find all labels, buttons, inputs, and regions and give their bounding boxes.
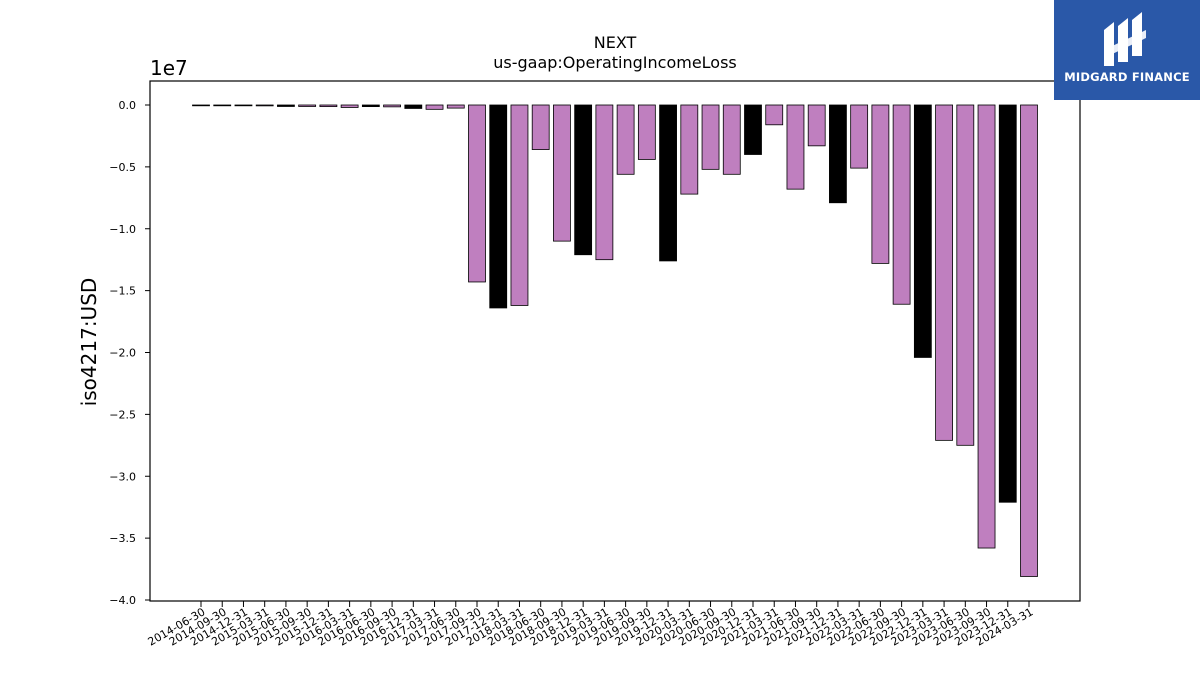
bar-2019-09-30 — [637, 104, 656, 160]
bar-2015-06-30 — [277, 104, 295, 107]
bar-2018-06-30 — [531, 104, 550, 150]
bar-2022-12-31 — [913, 104, 932, 358]
bar-2015-12-31 — [319, 104, 338, 108]
bar-2020-06-30 — [701, 104, 720, 170]
bar-2022-06-30 — [871, 104, 890, 264]
bar-2022-09-30 — [892, 104, 911, 305]
bar-2021-12-31 — [829, 104, 847, 204]
bar-2021-06-30 — [786, 104, 805, 190]
y-tick-label: −1.0 — [109, 223, 136, 236]
bars-group — [192, 104, 1038, 577]
bar-2016-12-31 — [404, 104, 423, 109]
bar-2019-12-31 — [659, 104, 677, 262]
y-tick-label: −3.5 — [109, 532, 136, 545]
midgard-finance-logo-icon — [1104, 12, 1146, 66]
bar-2023-12-31 — [998, 104, 1017, 503]
chart-title: NEXT — [594, 33, 637, 52]
bar-2019-03-31 — [595, 104, 614, 261]
bar-2015-09-30 — [298, 104, 317, 107]
bar-2023-09-30 — [977, 104, 996, 549]
bar-2016-03-31 — [340, 104, 359, 108]
bar-2020-12-31 — [744, 104, 762, 155]
y-tick-label: −2.0 — [109, 347, 136, 360]
logo-text: MIDGARD FINANCE — [1064, 70, 1190, 84]
bar-2021-09-30 — [807, 104, 826, 147]
bar-2020-03-31 — [680, 104, 699, 195]
bar-2014-06-30 — [192, 104, 210, 107]
bar-2023-03-31 — [935, 104, 953, 441]
y-tick-label: −4.0 — [109, 594, 136, 607]
plot-frame — [149, 80, 1081, 602]
bar-2018-09-30 — [553, 104, 571, 242]
chart-subtitle: us-gaap:OperatingIncomeLoss — [493, 53, 737, 72]
bar-2019-06-30 — [616, 104, 635, 175]
bar-2017-09-30 — [468, 104, 486, 283]
y-scale-label: 1e7 — [150, 56, 188, 80]
bar-2018-12-31 — [574, 104, 593, 256]
bar-2020-09-30 — [722, 104, 741, 175]
bar-2016-06-30 — [361, 104, 380, 108]
bar-2017-03-31 — [425, 104, 444, 110]
bar-2014-12-31 — [234, 104, 253, 107]
bar-2021-03-31 — [765, 104, 784, 126]
y-axis-label: iso4217:USD — [77, 278, 101, 407]
y-tick-label: 0.0 — [119, 99, 137, 112]
bar-2024-03-31 — [1020, 104, 1038, 577]
bar-2017-12-31 — [489, 104, 508, 309]
x-axis: 2014-06-302014-09-302014-12-312015-03-31… — [146, 601, 1036, 649]
y-tick-label: −3.0 — [109, 470, 136, 483]
y-tick-label: −1.5 — [109, 285, 136, 298]
y-tick-label: −2.5 — [109, 408, 136, 421]
y-axis: 0.0 −0.5 −1.0 −1.5 −2.0 −2.5 −3.0 −3.5 −4.0 — [109, 99, 150, 607]
bar-2014-09-30 — [213, 104, 232, 107]
bar-2023-06-30 — [956, 104, 975, 446]
bar-2015-03-31 — [255, 104, 274, 107]
midgard-finance-logo: MIDGARD FINANCE — [1054, 0, 1200, 100]
bar-2017-06-30 — [446, 104, 465, 109]
bar-2022-03-31 — [850, 104, 869, 169]
bar-2016-09-30 — [383, 104, 401, 108]
y-tick-label: −0.5 — [109, 161, 136, 174]
bar-2018-03-31 — [510, 104, 529, 306]
